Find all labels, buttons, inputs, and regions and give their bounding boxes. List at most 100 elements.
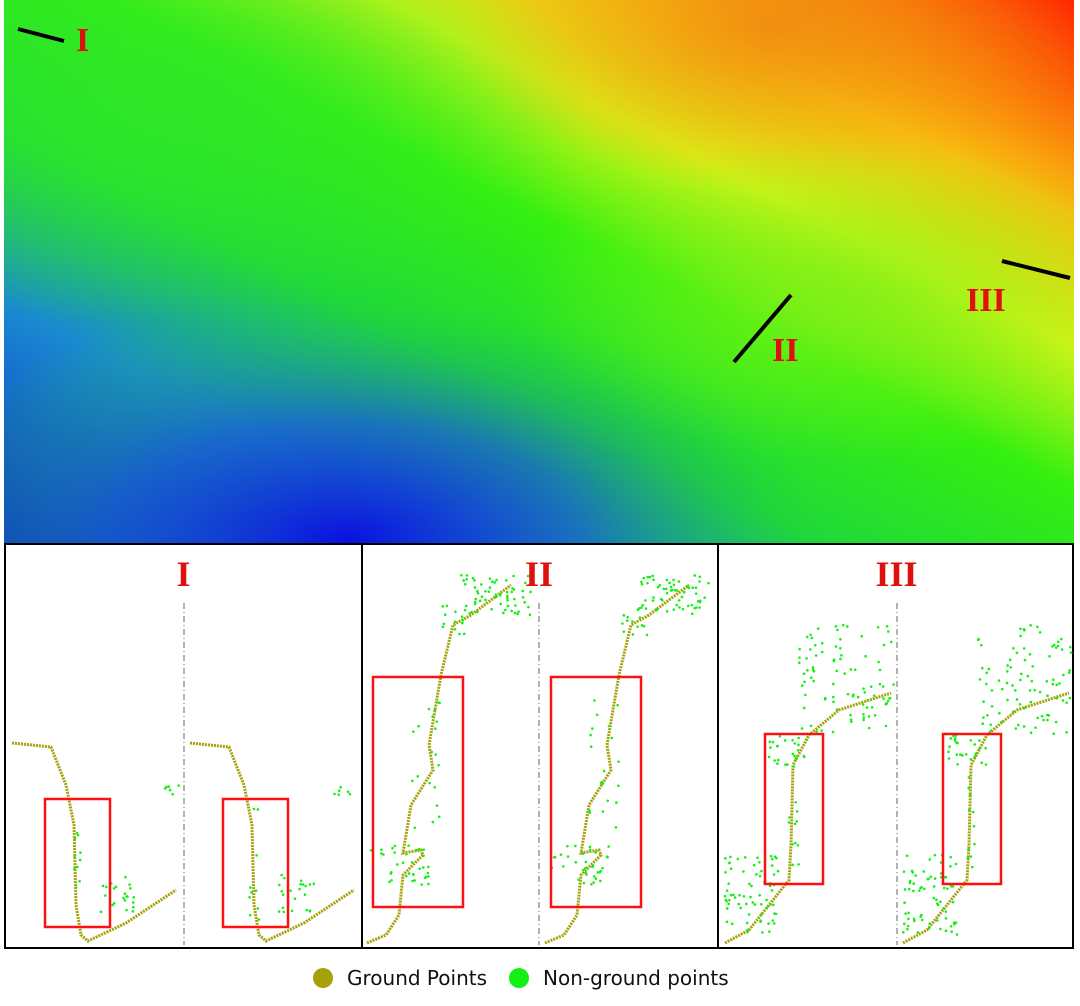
non-ground-point [416, 775, 420, 778]
non-ground-point [513, 611, 517, 615]
non-ground-point [648, 575, 652, 579]
non-ground-point [853, 668, 857, 672]
non-ground-point [944, 910, 948, 913]
non-ground-point [882, 697, 885, 700]
non-ground-point [435, 720, 439, 723]
non-ground-point [796, 844, 800, 847]
ground-points [724, 691, 892, 945]
non-ground-point [776, 758, 780, 762]
non-ground-point [1019, 672, 1023, 676]
non-ground-point [990, 689, 994, 692]
non-ground-point [832, 659, 836, 663]
non-ground-point [907, 917, 910, 921]
non-ground-point [769, 854, 773, 858]
non-ground-point [599, 869, 603, 873]
non-ground-point [980, 761, 984, 765]
non-ground-point [506, 594, 509, 598]
non-ground-point [755, 873, 758, 876]
non-ground-point [969, 738, 973, 742]
non-ground-point [805, 635, 809, 639]
non-ground-point [982, 716, 985, 719]
non-ground-point [698, 606, 701, 609]
non-ground-point [337, 793, 341, 796]
non-ground-point [348, 792, 352, 796]
non-ground-point [797, 661, 801, 665]
non-ground-point [488, 577, 492, 580]
non-ground-point [404, 874, 408, 878]
non-ground-point [831, 730, 835, 734]
non-ground-point [970, 865, 974, 869]
non-ground-point [979, 643, 983, 647]
non-ground-point [810, 636, 814, 640]
non-ground-point [484, 598, 487, 602]
non-ground-point [752, 863, 756, 867]
non-ground-point [756, 856, 759, 860]
non-ground-point [759, 913, 763, 916]
non-ground-point [729, 893, 733, 897]
non-ground-point [601, 810, 605, 813]
non-ground-point [640, 606, 643, 609]
non-ground-point [742, 870, 745, 873]
non-ground-point [636, 625, 639, 628]
non-ground-point [694, 586, 698, 590]
non-ground-point [504, 579, 508, 582]
non-ground-point [728, 861, 731, 865]
non-ground-point [686, 604, 690, 608]
non-ground-point [594, 877, 598, 880]
non-ground-point [339, 785, 342, 789]
non-ground-point [478, 599, 482, 603]
non-ground-point [1009, 666, 1013, 669]
non-ground-point [626, 615, 629, 619]
non-ground-point [441, 625, 445, 629]
legend-item-nonground: Non-ground points [509, 966, 729, 990]
non-ground-point [490, 580, 494, 583]
non-ground-point [427, 707, 431, 711]
panel-title: I [176, 554, 191, 594]
non-ground-point [105, 885, 108, 889]
non-ground-point [802, 706, 806, 710]
non-ground-point [646, 581, 649, 585]
non-ground-point [283, 876, 286, 880]
non-ground-point [494, 593, 498, 597]
non-ground-point [765, 898, 768, 902]
non-ground-point [1047, 714, 1051, 717]
non-ground-point [772, 922, 776, 925]
non-ground-point [939, 927, 942, 931]
non-ground-point [76, 833, 80, 837]
non-ground-point [973, 743, 977, 746]
non-ground-point [1051, 678, 1055, 682]
non-ground-point [1054, 646, 1058, 649]
non-ground-point [484, 589, 487, 593]
non-ground-point [655, 608, 659, 612]
non-ground-point [948, 745, 951, 749]
non-ground-point [982, 700, 985, 704]
non-ground-point [1069, 645, 1072, 649]
non-ground-point [678, 606, 681, 609]
non-ground-point [101, 884, 105, 888]
non-ground-point [514, 604, 517, 607]
non-ground-point [1059, 637, 1063, 641]
non-ground-point [768, 740, 772, 744]
non-ground-point [454, 610, 457, 614]
non-ground-point [171, 792, 174, 796]
non-ground-point [393, 851, 397, 854]
non-ground-point [834, 645, 838, 648]
non-ground-point [978, 739, 981, 742]
non-ground-point [966, 856, 970, 859]
non-ground-point [906, 927, 909, 931]
non-ground-point [1055, 697, 1059, 700]
non-ground-point [759, 919, 763, 922]
non-ground-point [588, 811, 592, 814]
non-ground-point [574, 844, 577, 848]
non-ground-point [760, 869, 763, 873]
profile-plot [11, 603, 355, 945]
non-ground-point [588, 809, 591, 812]
non-ground-point [413, 826, 417, 830]
non-ground-point [793, 822, 797, 826]
non-ground-point [771, 740, 775, 744]
non-ground-point [878, 682, 882, 686]
non-ground-point [1038, 631, 1042, 634]
non-ground-point [465, 574, 469, 577]
non-ground-point [935, 902, 939, 905]
non-ground-point [729, 855, 732, 859]
